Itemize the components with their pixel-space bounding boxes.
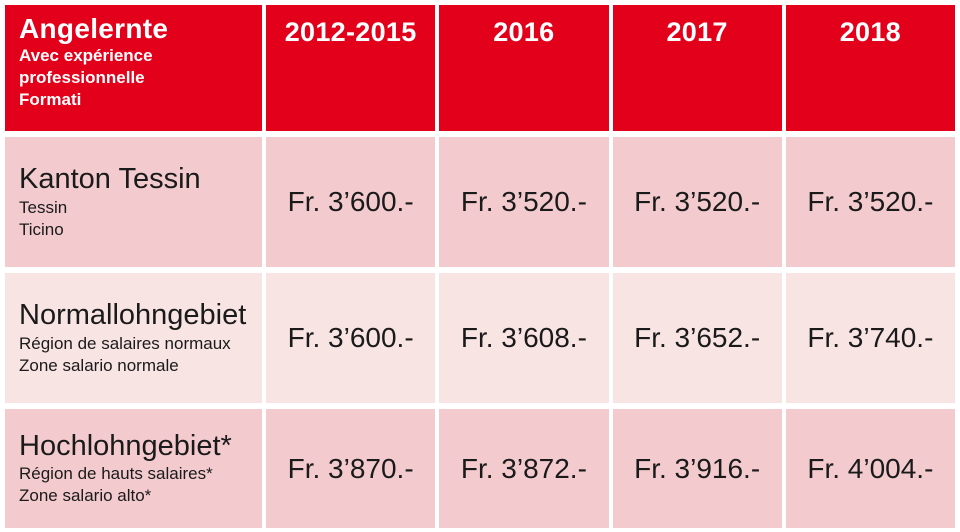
header-subtitle-it: Formati: [19, 90, 82, 110]
row-label-hochlohngebiet: Hochlohngebiet* Région de hauts salaires…: [5, 409, 262, 528]
value-kanton-tessin-2012-2015: Fr. 3’600.-: [266, 137, 436, 267]
value-normallohngebiet-2012-2015: Fr. 3’600.-: [266, 273, 436, 403]
value-kanton-tessin-2017: Fr. 3’520.-: [612, 137, 782, 267]
value-normallohngebiet-2017: Fr. 3’652.-: [612, 273, 782, 403]
row-label-kanton-tessin: Kanton Tessin Tessin Ticino: [5, 137, 262, 267]
header-subtitle-fr: Avec expérience professionnelle: [19, 46, 153, 88]
value-kanton-tessin-2018: Fr. 3’520.-: [785, 137, 955, 267]
row-title: Hochlohngebiet*: [19, 429, 232, 462]
value-kanton-tessin-2016: Fr. 3’520.-: [439, 137, 609, 267]
row-sublabel-it: Ticino: [19, 219, 64, 239]
row-sublabel-fr: Tessin: [19, 197, 68, 217]
value-hochlohngebiet-2012-2015: Fr. 3’870.-: [266, 409, 436, 528]
value-hochlohngebiet-2017: Fr. 3’916.-: [612, 409, 782, 528]
row-sublabel-fr: Région de salaires normaux: [19, 333, 231, 353]
row-sublabel-fr: Région de hauts salaires*: [19, 464, 213, 484]
header-category-cell: Angelernte Avec expérience professionnel…: [5, 5, 262, 131]
value-hochlohngebiet-2018: Fr. 4’004.-: [785, 409, 955, 528]
row-sublabel-it: Zone salario alto*: [19, 486, 152, 506]
value-normallohngebiet-2018: Fr. 3’740.-: [785, 273, 955, 403]
column-header-2018: 2018: [785, 5, 955, 131]
column-header-2016: 2016: [439, 5, 609, 131]
row-title: Kanton Tessin: [19, 163, 201, 196]
header-title: Angelernte: [19, 13, 169, 44]
value-normallohngebiet-2016: Fr. 3’608.-: [439, 273, 609, 403]
row-label-normallohngebiet: Normallohngebiet Région de salaires norm…: [5, 273, 262, 403]
value-hochlohngebiet-2016: Fr. 3’872.-: [439, 409, 609, 528]
column-header-2012-2015: 2012-2015: [266, 5, 436, 131]
column-header-2017: 2017: [612, 5, 782, 131]
row-title: Normallohngebiet: [19, 299, 247, 332]
row-sublabel-it: Zone salario normale: [19, 355, 179, 375]
